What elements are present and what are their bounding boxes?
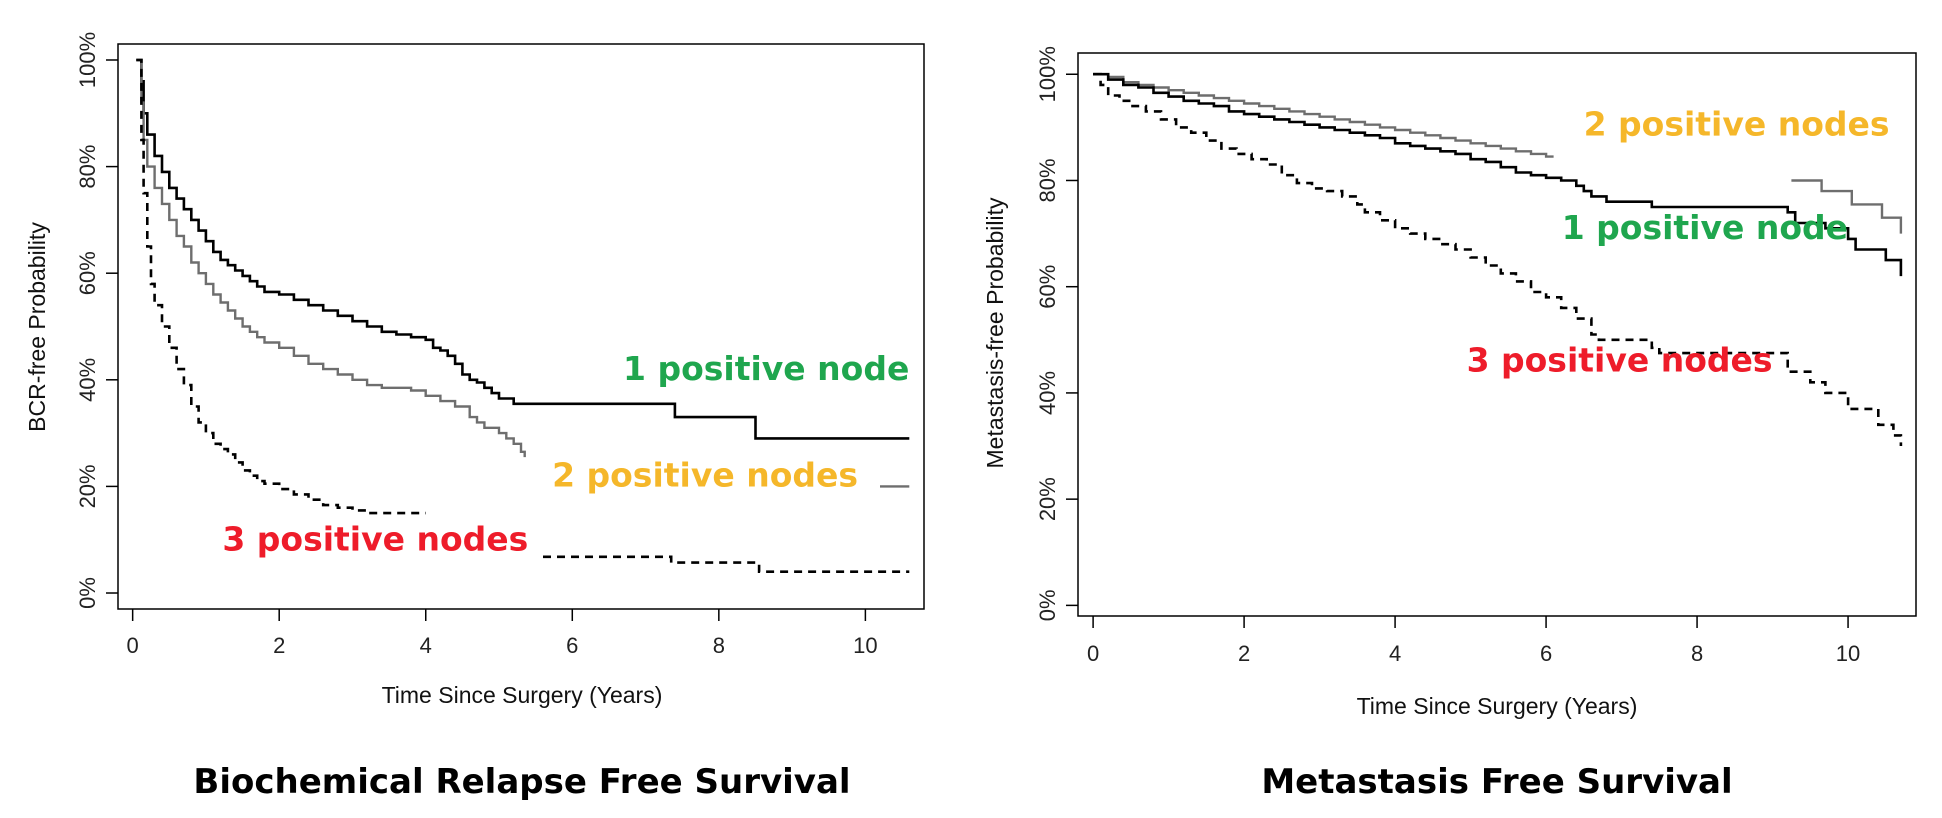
bcr-caption: Biochemical Relapse Free Survival bbox=[193, 762, 850, 802]
metastasis-x-ticks: 0 2 4 6 8 10 bbox=[1087, 616, 1860, 666]
metastasis-x-tick-label: 8 bbox=[1691, 641, 1703, 666]
bcr-plot-frame bbox=[117, 43, 925, 610]
bcr-y-tick-label: 100% bbox=[75, 32, 100, 88]
bcr-y-axis-title: BCR-free Probability bbox=[24, 222, 50, 432]
metastasis-x-tick-label: 2 bbox=[1238, 641, 1250, 666]
bcr-series-two bbox=[136, 58, 526, 458]
metastasis-y-tick-label: 60% bbox=[1035, 265, 1060, 309]
bcr-x-axis-title: Time Since Surgery (Years) bbox=[382, 682, 663, 708]
metastasis-x-tick-label: 6 bbox=[1540, 641, 1552, 666]
metastasis-series-two bbox=[1093, 73, 1554, 158]
bcr-y-tick-label: 40% bbox=[75, 358, 100, 402]
bcr-series bbox=[136, 58, 910, 573]
metastasis-y-tick-label: 100% bbox=[1035, 46, 1060, 102]
metastasis-series-two-tail bbox=[1791, 179, 1903, 234]
metastasis-caption: Metastasis Free Survival bbox=[1261, 762, 1732, 802]
metastasis-y-axis-title: Metastasis-free Probability bbox=[982, 197, 1008, 468]
bcr-x-tick-label: 4 bbox=[420, 633, 432, 658]
metastasis-y-tick-label: 40% bbox=[1035, 371, 1060, 415]
bcr-x-tick-label: 2 bbox=[273, 633, 285, 658]
metastasis-annotation-2: 1 positive node bbox=[1562, 208, 1848, 247]
bcr-annotation-2: 2 positive nodes bbox=[552, 455, 858, 494]
metastasis-series bbox=[1093, 72, 1903, 446]
bcr-annotation-3: 3 positive nodes bbox=[222, 519, 528, 558]
metastasis-y-tick-label: 20% bbox=[1035, 477, 1060, 521]
bcr-x-tick-label: 0 bbox=[127, 633, 139, 658]
bcr-x-tick-label: 10 bbox=[853, 633, 877, 658]
metastasis-annotations: 2 positive nodes 1 positive node 3 positiv… bbox=[1467, 104, 1890, 379]
bcr-x-tick-label: 8 bbox=[713, 633, 725, 658]
bcr-x-tick-label: 6 bbox=[566, 633, 578, 658]
metastasis-chart: 0 2 4 6 8 10 0% 20% 40% 60% 80% 100% 2 positive no… bbox=[982, 46, 1917, 802]
metastasis-annotation-3: 3 positive nodes bbox=[1467, 341, 1773, 380]
metastasis-x-tick-label: 4 bbox=[1389, 641, 1401, 666]
metastasis-x-axis-title: Time Since Surgery (Years) bbox=[1357, 693, 1638, 719]
bcr-y-tick-label: 20% bbox=[75, 464, 100, 508]
bcr-x-ticks: 0 2 4 6 8 10 bbox=[127, 609, 878, 658]
bcr-y-tick-label: 0% bbox=[75, 577, 100, 609]
bcr-y-ticks: 0% 20% 40% 60% 80% 100% bbox=[75, 32, 118, 609]
bcr-series-three bbox=[136, 58, 426, 515]
metastasis-y-tick-label: 0% bbox=[1035, 589, 1060, 621]
metastasis-y-tick-label: 80% bbox=[1035, 158, 1060, 202]
bcr-series-three-tail bbox=[543, 555, 910, 573]
bcr-series-one bbox=[136, 58, 910, 440]
metastasis-annotation-1: 2 positive nodes bbox=[1584, 104, 1890, 143]
bcr-chart: 0 2 4 6 8 10 0% 20% 40% 60% 80% 100% 1 positive no… bbox=[24, 32, 925, 802]
bcr-y-tick-label: 80% bbox=[75, 145, 100, 189]
bcr-annotation-1: 1 positive node bbox=[623, 349, 909, 388]
metastasis-y-ticks: 0% 20% 40% 60% 80% 100% bbox=[1035, 46, 1078, 621]
metastasis-x-tick-label: 10 bbox=[1836, 641, 1860, 666]
bcr-y-tick-label: 60% bbox=[75, 251, 100, 295]
bcr-annotations: 1 positive node 2 positive nodes 3 positiv… bbox=[222, 349, 909, 559]
metastasis-x-tick-label: 0 bbox=[1087, 641, 1099, 666]
metastasis-series-one bbox=[1093, 72, 1903, 277]
metastasis-plot-frame bbox=[1077, 52, 1917, 617]
